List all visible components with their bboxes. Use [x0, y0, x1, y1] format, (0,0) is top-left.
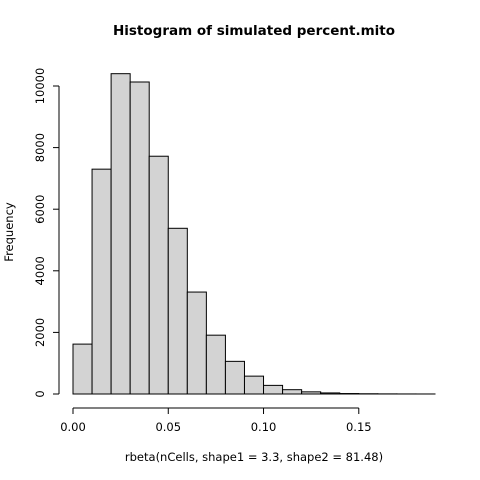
y-axis-label: Frequency [2, 202, 16, 262]
x-tick-label: 0.00 [60, 420, 86, 434]
histogram-bar [129, 81, 150, 395]
y-tick-label: 4000 [33, 256, 47, 285]
chart-title: Histogram of simulated percent.mito [113, 23, 395, 39]
histogram-bar [263, 384, 284, 395]
x-tick-label: 0.10 [251, 420, 277, 434]
histogram-bar [72, 343, 93, 395]
histogram-bar [224, 360, 245, 395]
y-tick-label: 10000 [33, 68, 47, 105]
y-ticks: 0 2000 4000 6000 8000 10000 [33, 68, 59, 398]
x-ticks: 0.00 0.05 0.10 0.15 [60, 408, 372, 434]
y-tick-label: 6000 [33, 195, 47, 224]
histogram-bar [148, 155, 169, 395]
bars-group [72, 73, 436, 395]
histogram-bar [301, 391, 322, 395]
histogram-bar [320, 392, 341, 395]
x-tick-label: 0.15 [346, 420, 372, 434]
histogram-bar [243, 375, 265, 395]
histogram-bar [110, 73, 131, 395]
histogram-bar [167, 227, 188, 395]
x-axis: 0.00 0.05 0.10 0.15 rbeta(nCells, shape1 = … [60, 407, 383, 464]
histogram-bar [91, 168, 112, 395]
x-tick-label: 0.05 [155, 420, 181, 434]
histogram-bar [205, 334, 226, 395]
y-axis: 0 2000 4000 6000 8000 10000 Frequency [2, 68, 60, 398]
histogram-bar [186, 291, 207, 395]
histogram-bar [282, 389, 303, 395]
y-tick-label: 0 [33, 390, 47, 397]
y-tick-label: 8000 [33, 133, 47, 162]
x-axis-label: rbeta(nCells, shape1 = 3.3, shape2 = 81.… [125, 450, 383, 464]
y-tick-label: 2000 [33, 318, 47, 347]
